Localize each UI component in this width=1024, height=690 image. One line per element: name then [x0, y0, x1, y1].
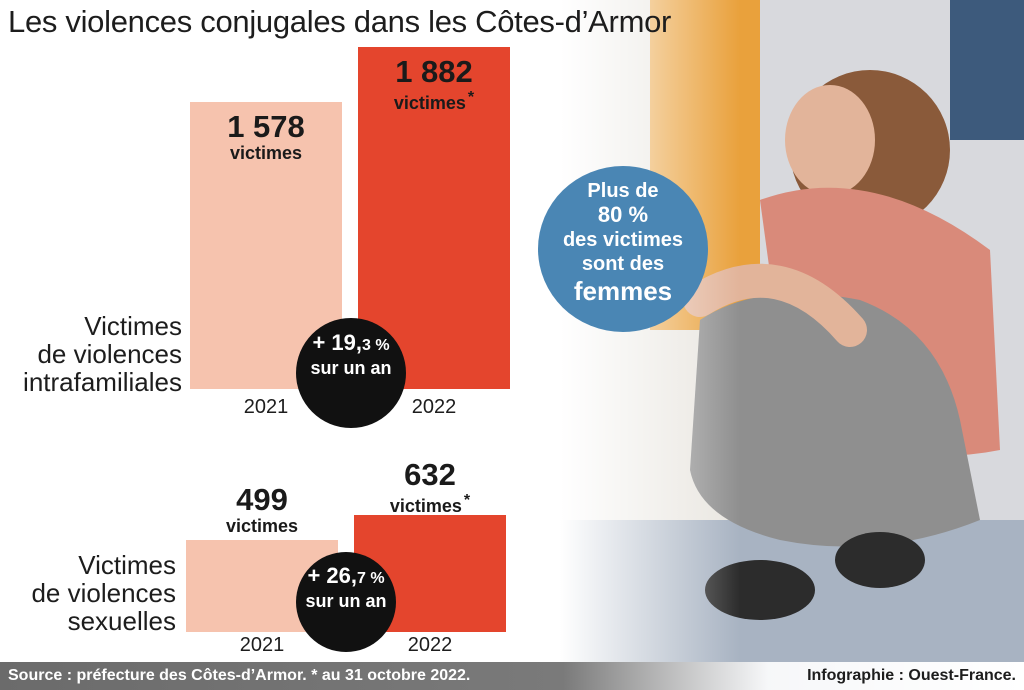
bubble-line1: Plus de [587, 180, 659, 202]
bar-value-label: 499 victimes [186, 483, 338, 536]
bar-value-number: 499 [236, 482, 288, 517]
footer: Source : préfecture des Côtes-d’Armor. *… [0, 662, 1024, 690]
bubble-line5: femmes [573, 276, 673, 306]
bar-value-label: 1 578 victimes [190, 110, 342, 163]
chart-title: Les violences conjugales dans les Côtes-… [8, 4, 672, 39]
change-percent: + 26,7 % [307, 563, 385, 588]
change-badge: + 26,7 % sur un an [296, 552, 396, 652]
series-label-line: sexuelles [67, 606, 176, 636]
asterisk: * [463, 492, 471, 509]
bubble-line4: sont des [581, 253, 665, 275]
credit: Infographie : Ouest-France. [807, 667, 1016, 684]
series-label: Victimes de violences intrafamiliales [2, 312, 182, 396]
bar-value-label: 632 victimes * [354, 458, 506, 516]
bar-value-number: 1 578 [227, 109, 305, 144]
women-share-bubble: Plus de 80 % des victimes sont des femme… [538, 166, 708, 332]
x-tick-label: 2021 [243, 396, 289, 418]
change-percent: + 19,3 % [312, 330, 390, 355]
asterisk: * [467, 89, 475, 106]
change-badge: + 19,3 % sur un an [296, 318, 406, 428]
series-label-line: de violences [37, 339, 182, 369]
bubble-line2: 80 % [597, 202, 649, 227]
series-label-line: intrafamiliales [23, 367, 182, 397]
change-percent-decimal: 7 % [356, 570, 385, 587]
series-label-line: Victimes [84, 311, 182, 341]
series-label-line: de violences [31, 578, 176, 608]
change-subtitle: sur un an [305, 591, 387, 611]
bar-value-unit: victimes * [393, 89, 475, 113]
bar-value-number: 632 [404, 457, 456, 492]
bar-value-label: 1 882 victimes * [358, 55, 510, 113]
bubble-line3: des victimes [562, 229, 684, 251]
series-label: Victimes de violences sexuelles [0, 551, 176, 635]
bar-value-unit: victimes [229, 143, 303, 163]
change-subtitle: sur un an [310, 358, 392, 378]
x-tick-label: 2021 [239, 634, 285, 656]
x-tick-label: 2022 [407, 634, 453, 656]
bar-value-unit: victimes [225, 516, 299, 536]
change-percent-decimal: 3 % [361, 337, 390, 354]
source-note: Source : préfecture des Côtes-d’Armor. *… [8, 667, 471, 684]
x-tick-label: 2022 [411, 396, 457, 418]
bar-value-unit: victimes * [389, 492, 471, 516]
bar-value-number: 1 882 [395, 54, 473, 89]
series-label-line: Victimes [78, 550, 176, 580]
